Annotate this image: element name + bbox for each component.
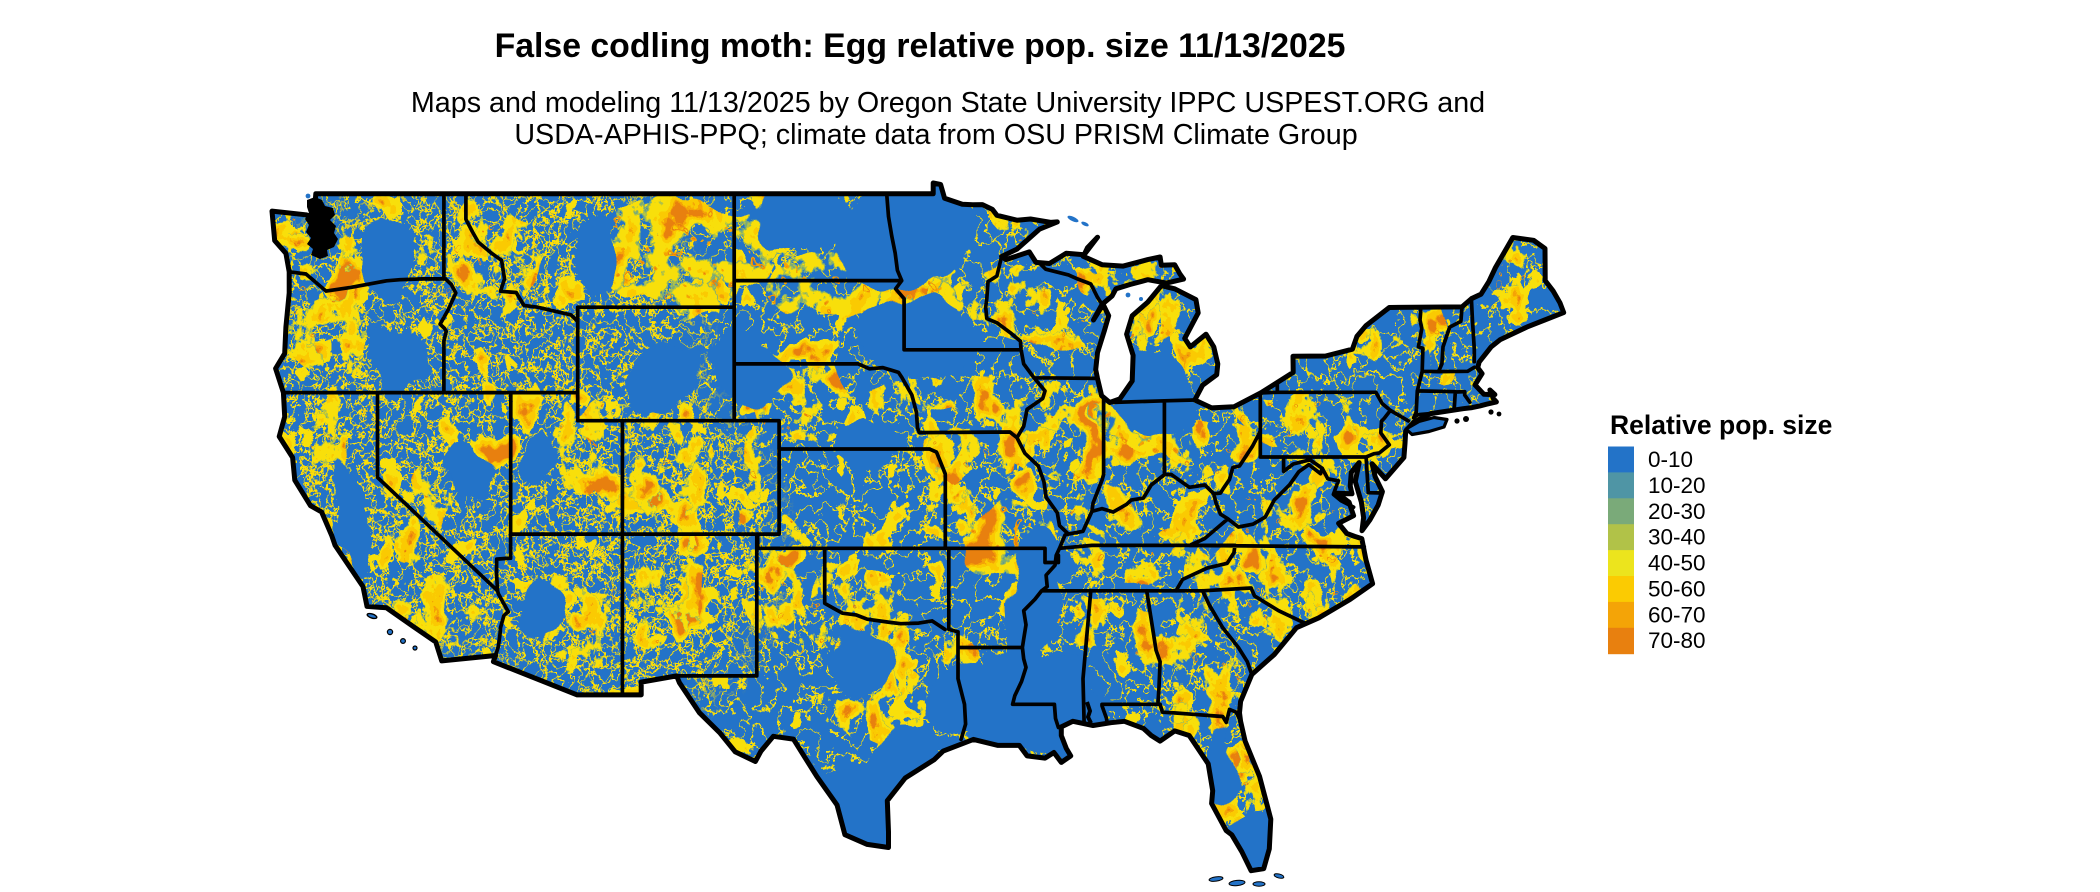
svg-text:USDA-APHIS-PPQ; climate data f: USDA-APHIS-PPQ; climate data from OSU PR…: [514, 119, 1357, 151]
svg-text:0-10: 0-10: [1648, 447, 1693, 472]
svg-text:False codling moth: Egg relati: False codling moth: Egg relative pop. si…: [495, 27, 1346, 65]
svg-text:50-60: 50-60: [1648, 577, 1706, 602]
svg-text:70-80: 70-80: [1648, 628, 1706, 653]
svg-text:40-50: 40-50: [1648, 551, 1706, 576]
svg-text:Relative pop. size: Relative pop. size: [1610, 410, 1832, 440]
svg-text:10-20: 10-20: [1648, 473, 1706, 498]
svg-text:60-70: 60-70: [1648, 602, 1706, 627]
svg-text:Maps and modeling 11/13/2025 b: Maps and modeling 11/13/2025 by Oregon S…: [411, 87, 1485, 119]
svg-text:20-30: 20-30: [1648, 499, 1706, 524]
svg-text:30-40: 30-40: [1648, 525, 1706, 550]
